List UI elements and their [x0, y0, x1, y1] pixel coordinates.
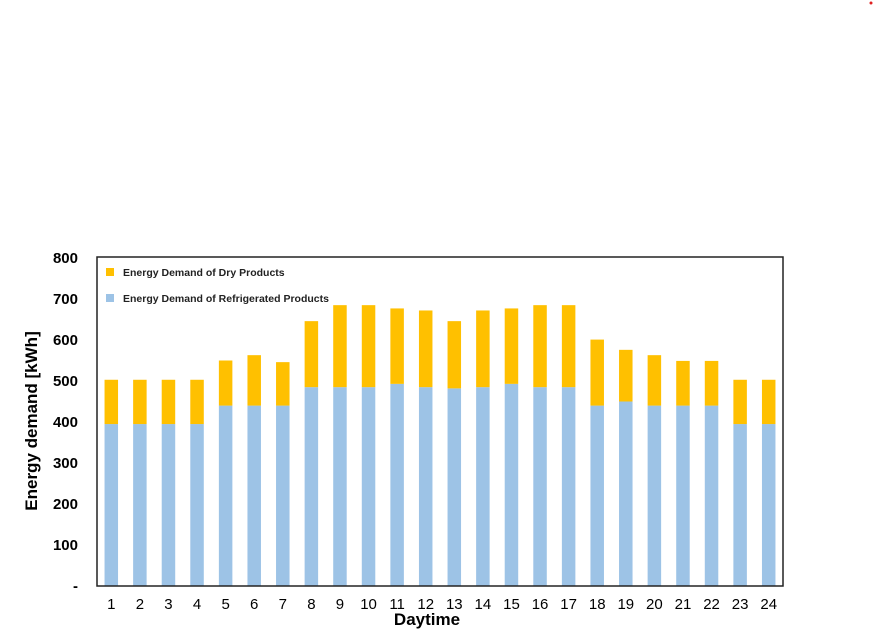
y-tick-label: 700: [53, 291, 78, 308]
bar-dry-4: [190, 379, 204, 425]
bar-dry-24: [761, 379, 776, 425]
y-tick-label: 400: [53, 414, 78, 431]
x-tick-label: 14: [475, 596, 492, 613]
y-tick-label: 800: [53, 250, 78, 267]
bar-dry-11: [390, 308, 404, 384]
bar-refrigerated-1: [104, 424, 119, 586]
bar-refrigerated-4: [190, 424, 204, 586]
bar-dry-12: [418, 310, 433, 388]
bar-refrigerated-15: [504, 383, 519, 586]
y-axis-ticks: - 100 200 300 400 500 600 700 800: [53, 250, 78, 595]
y-tick-label: 100: [53, 537, 78, 554]
bar-dry-16: [533, 305, 547, 388]
bar-refrigerated-2: [133, 424, 147, 586]
x-tick-label: 17: [560, 596, 577, 613]
bar-dry-3: [161, 379, 176, 425]
legend-label: Energy Demand of Dry Products: [123, 267, 285, 279]
bar-dry-8: [304, 321, 319, 388]
y-tick-label: 500: [53, 373, 78, 390]
x-tick-label: 22: [703, 596, 720, 613]
bars-layer: [104, 305, 776, 586]
legend-swatch: [106, 294, 114, 302]
bar-dry-14: [476, 310, 490, 388]
bar-refrigerated-22: [704, 405, 719, 586]
x-tick-label: 13: [446, 596, 463, 613]
x-tick-label: 24: [760, 596, 777, 613]
bar-refrigerated-8: [304, 387, 319, 586]
corner-dot: [869, 1, 873, 5]
bar-dry-2: [133, 379, 147, 425]
x-axis-title: Daytime: [394, 610, 460, 629]
bar-dry-19: [619, 349, 633, 402]
bar-dry-5: [218, 360, 233, 406]
bar-dry-1: [104, 379, 119, 425]
y-tick-label: 300: [53, 455, 78, 472]
y-tick-label: -: [73, 578, 78, 595]
bar-dry-21: [676, 360, 690, 406]
bar-refrigerated-18: [590, 405, 604, 586]
bar-refrigerated-12: [418, 387, 433, 586]
x-tick-label: 10: [360, 596, 377, 613]
x-tick-label: 4: [193, 596, 201, 613]
x-tick-label: 3: [164, 596, 172, 613]
bar-dry-18: [590, 339, 604, 406]
bar-dry-9: [333, 305, 347, 388]
y-tick-label: 600: [53, 332, 78, 349]
x-tick-label: 20: [646, 596, 663, 613]
x-tick-label: 21: [675, 596, 692, 613]
x-tick-label: 6: [250, 596, 258, 613]
bar-refrigerated-20: [647, 405, 662, 586]
bar-refrigerated-5: [218, 405, 233, 586]
x-tick-label: 18: [589, 596, 606, 613]
x-tick-label: 11: [389, 596, 405, 613]
x-tick-label: 2: [136, 596, 144, 613]
x-tick-label: 16: [532, 596, 549, 613]
x-tick-label: 23: [732, 596, 749, 613]
bar-refrigerated-16: [533, 387, 547, 586]
y-tick-label: 200: [53, 496, 78, 513]
x-tick-label: 1: [107, 596, 115, 613]
bar-dry-10: [361, 305, 376, 388]
bar-refrigerated-14: [476, 387, 490, 586]
bar-dry-6: [247, 355, 261, 406]
bar-refrigerated-7: [276, 405, 290, 586]
plot-area-border: [96, 256, 784, 587]
bar-refrigerated-23: [733, 424, 747, 586]
bar-refrigerated-3: [161, 424, 176, 586]
bar-dry-17: [561, 305, 576, 388]
legend: Energy Demand of Dry Products Energy Dema…: [106, 267, 329, 305]
x-tick-label: 5: [221, 596, 229, 613]
x-tick-label: 12: [417, 596, 434, 613]
x-tick-label: 9: [336, 596, 344, 613]
bar-refrigerated-17: [561, 387, 576, 586]
y-axis-title: Energy demand [kWh]: [22, 331, 41, 510]
x-tick-label: 8: [307, 596, 315, 613]
bar-dry-13: [447, 321, 462, 389]
x-tick-label: 7: [279, 596, 287, 613]
bar-dry-20: [647, 355, 662, 406]
legend-label: Energy Demand of Refrigerated Products: [123, 293, 329, 305]
bar-refrigerated-13: [447, 388, 462, 586]
bar-dry-7: [276, 362, 290, 406]
legend-swatch: [106, 268, 114, 276]
bar-refrigerated-21: [676, 405, 690, 586]
x-tick-label: 15: [503, 596, 520, 613]
bar-refrigerated-9: [333, 387, 347, 586]
bar-refrigerated-6: [247, 405, 261, 586]
bar-refrigerated-19: [619, 401, 633, 586]
bar-refrigerated-11: [390, 383, 404, 586]
bar-dry-15: [504, 308, 519, 384]
x-axis-ticks: 1 2 3 4 5 6 7 8 9 10 11 12 13 14 15 16 17 18 19 20 21 22 23 24: [107, 596, 777, 613]
bar-refrigerated-10: [361, 387, 376, 586]
x-tick-label: 19: [617, 596, 634, 613]
bar-refrigerated-24: [761, 424, 776, 586]
bar-dry-23: [733, 379, 747, 425]
bar-dry-22: [704, 360, 719, 406]
